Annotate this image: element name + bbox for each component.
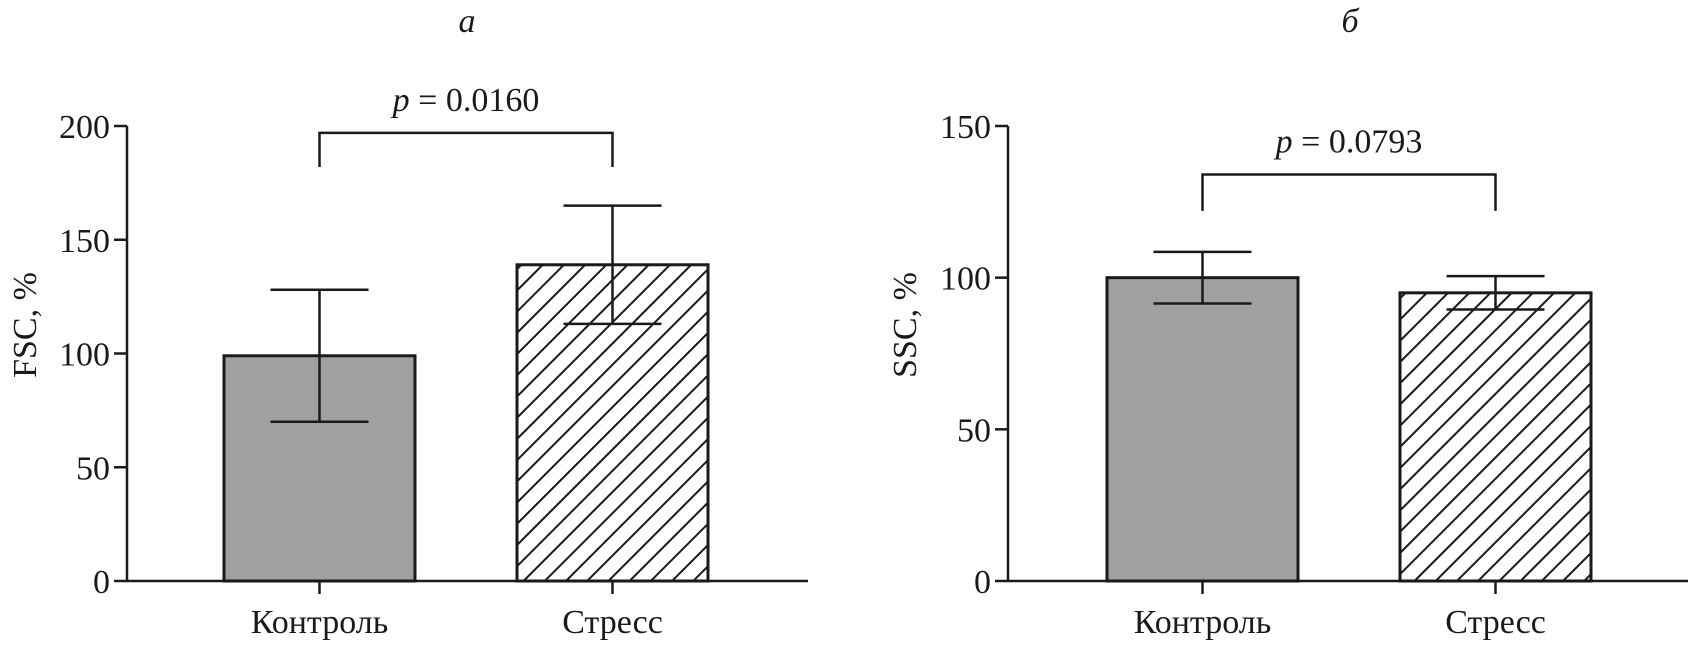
significance-bracket: p = 0.0793: [1201, 124, 1497, 211]
p-value-label: p = 0.0160: [391, 82, 540, 119]
p-symbol: p: [1274, 124, 1293, 161]
error-bars: [270, 204, 662, 423]
x-tick-labels: Контроль Стресс: [251, 581, 663, 641]
error-bars: [1153, 250, 1545, 311]
x-tick-label: Стресс: [1445, 604, 1546, 641]
bracket-line: [318, 131, 614, 167]
y-tick-label: 100: [940, 261, 991, 298]
chart-panel-a: а FSC, % 0 50 100 150 200 Контроль Стресс p =…: [7, 3, 808, 641]
significance-bracket: p = 0.0160: [318, 82, 614, 167]
y-tick-label: 50: [957, 412, 991, 449]
bar: [1105, 276, 1300, 583]
y-axis-label: SSC, %: [887, 272, 924, 378]
bar: [1398, 291, 1593, 583]
y-tick-label: 0: [93, 564, 110, 601]
y-tick-label: 50: [76, 450, 110, 487]
p-value-label: p = 0.0793: [1274, 124, 1423, 161]
x-tick-label: Стресс: [562, 604, 663, 641]
y-tick-label: 150: [59, 223, 110, 260]
y-ticks: 0 50 100 150 200: [59, 109, 127, 601]
y-tick-label: 100: [59, 337, 110, 374]
panel-label: а: [459, 3, 476, 40]
y-tick-label: 150: [940, 109, 991, 146]
axes: [125, 126, 808, 583]
p-value: = 0.0793: [1293, 124, 1423, 161]
p-symbol: p: [391, 82, 410, 119]
x-tick-labels: Контроль Стресс: [1134, 581, 1546, 641]
p-value: = 0.0160: [410, 82, 540, 119]
bars: [1105, 276, 1593, 583]
axes: [1006, 126, 1688, 583]
x-tick-label: Контроль: [251, 604, 388, 641]
x-tick-label: Контроль: [1134, 604, 1271, 641]
panel-label: б: [1341, 3, 1360, 40]
y-tick-label: 200: [59, 109, 110, 146]
y-tick-label: 0: [974, 564, 991, 601]
chart-panel-b: б SSC, % 0 50 100 150 Контроль Стресс p = 0.…: [887, 3, 1688, 641]
y-axis-label: FSC, %: [7, 272, 44, 378]
bracket-line: [1201, 173, 1497, 211]
y-ticks: 0 50 100 150: [940, 109, 1008, 601]
